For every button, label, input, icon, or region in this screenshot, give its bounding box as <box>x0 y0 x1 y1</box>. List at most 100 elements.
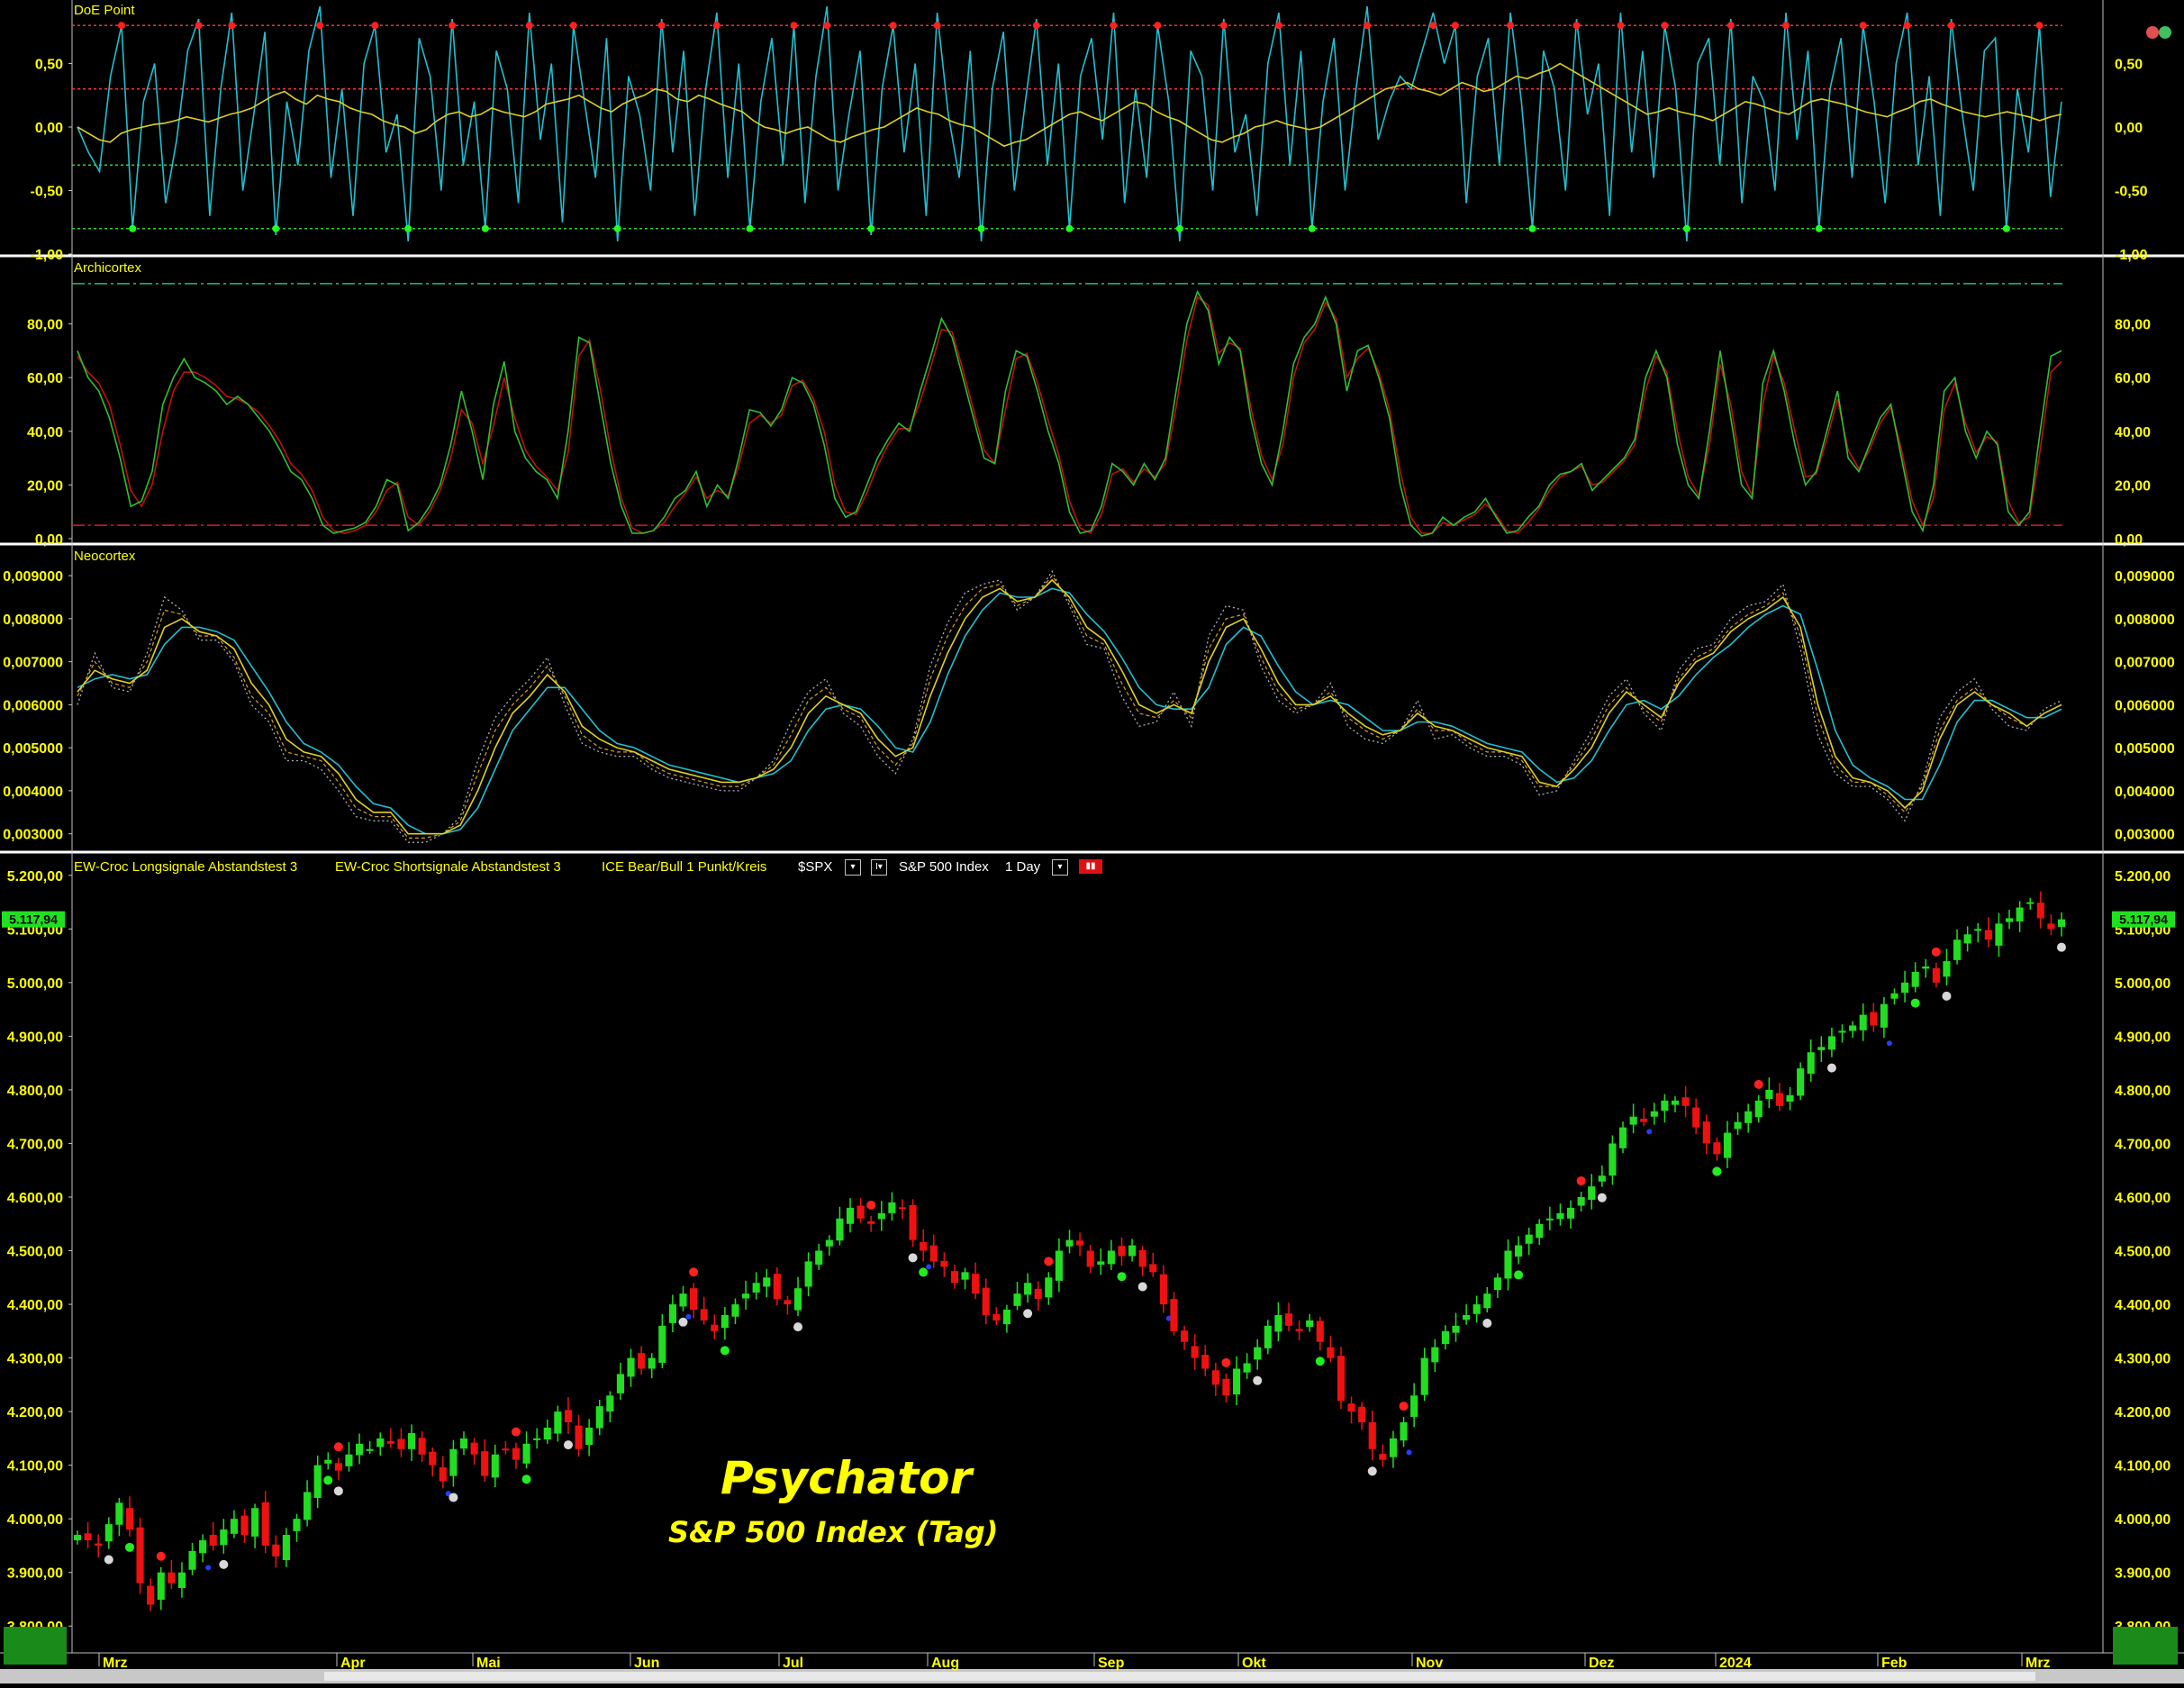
doe-top-marker <box>2035 22 2044 30</box>
candle-body <box>293 1519 301 1531</box>
candle-body <box>104 1524 113 1542</box>
scrollbar-thumb <box>324 1672 2035 1681</box>
candle-body <box>856 1205 865 1219</box>
candle-body <box>1483 1293 1491 1309</box>
candle-body <box>1775 1093 1784 1106</box>
interval-label[interactable]: 1 Day <box>1005 859 1041 875</box>
candle-body <box>168 1572 176 1584</box>
candle-body <box>1347 1403 1355 1412</box>
candle-body <box>177 1572 186 1588</box>
y-tick-label-right: 60,00 <box>2115 371 2151 386</box>
candle-body <box>658 1325 666 1363</box>
doe-top-marker <box>1363 22 1371 30</box>
candle-body <box>1922 967 1930 969</box>
candle-body <box>272 1544 280 1556</box>
candle-body <box>418 1438 426 1455</box>
doe-top-marker <box>1451 22 1459 30</box>
doe-bottom-marker <box>746 224 754 232</box>
doe-top-marker <box>228 22 236 30</box>
doe-bottom-marker <box>1175 224 1183 232</box>
candle-body <box>459 1438 468 1449</box>
croc-long-marker <box>919 1267 929 1277</box>
candle-body <box>982 1287 990 1315</box>
doe-bottom-marker <box>1065 224 1074 232</box>
neo-slow-line <box>77 587 2062 835</box>
candle-body <box>533 1438 541 1440</box>
candle-body <box>690 1288 698 1311</box>
doe-top-marker <box>525 22 533 30</box>
symbol-dropdown-button[interactable]: ▾ <box>845 859 861 876</box>
candle-body <box>815 1250 823 1266</box>
ice-bull-marker <box>1597 1193 1607 1202</box>
ice-bull-marker <box>1942 991 1952 1001</box>
candle-body <box>1932 967 1940 983</box>
candle-body <box>877 1212 885 1220</box>
candle-body <box>1337 1356 1346 1402</box>
candle-body <box>1473 1304 1481 1314</box>
candle-body <box>1995 923 2003 946</box>
alert-toggle-button[interactable]: ▮▮ <box>1079 859 1102 874</box>
ice-blue-dot <box>1406 1449 1412 1456</box>
doe-bottom-marker <box>129 224 137 232</box>
x-tick-label: Sep <box>1098 1656 1125 1671</box>
candle-body <box>324 1459 332 1464</box>
candle-body <box>1515 1245 1523 1257</box>
legend-short-signals[interactable]: EW-Croc Shortsignale Abstandstest 3 <box>335 859 561 875</box>
candle-body <box>1504 1250 1512 1279</box>
candle-body <box>554 1411 562 1434</box>
candle-body <box>1870 1012 1878 1026</box>
last-price-label-left: 5.117,94 <box>9 912 58 927</box>
croc-long-marker <box>1910 998 1920 1008</box>
symbol-label[interactable]: $SPX <box>798 859 833 875</box>
croc-long-marker <box>521 1475 531 1484</box>
neo-fast-line <box>77 575 2062 839</box>
ice-bull-marker <box>908 1253 918 1263</box>
candle-body <box>2047 923 2055 930</box>
candle-body <box>1786 1094 1794 1103</box>
doe-top-marker <box>569 22 577 30</box>
doe-bottom-marker <box>1815 224 1823 232</box>
candle-body <box>1389 1438 1397 1457</box>
y-tick-label-left: 0,007000 <box>3 656 63 671</box>
candle-body <box>313 1465 322 1498</box>
y-tick-label-left: 0,00 <box>35 532 63 548</box>
doe-bottom-marker <box>1682 224 1690 232</box>
candle-body <box>1963 934 1971 944</box>
y-tick-label-left: 4.700,00 <box>7 1137 63 1152</box>
volume-mini-left <box>4 1627 67 1665</box>
ice-blue-dot <box>205 1565 212 1571</box>
candle-body <box>950 1271 959 1284</box>
interval-dropdown-button[interactable]: ▾ <box>1052 859 1068 876</box>
candle-body <box>606 1395 614 1412</box>
candle-body <box>470 1442 478 1455</box>
symbol-options-button[interactable]: I▾ <box>871 859 887 876</box>
x-tick-label: Jun <box>634 1656 659 1671</box>
archi-main-line <box>77 289 2062 537</box>
croc-short-marker <box>156 1551 166 1561</box>
candle-body <box>1211 1370 1219 1385</box>
ice-bull-marker <box>449 1493 458 1502</box>
candle-body <box>846 1207 855 1224</box>
y-tick-label-right: 0,006000 <box>2115 698 2175 713</box>
candle-body <box>397 1438 405 1449</box>
candle-body <box>992 1313 1001 1320</box>
y-tick-label-left: 3.900,00 <box>7 1566 63 1582</box>
candle-body <box>1284 1313 1293 1326</box>
nav-forward-icon <box>2159 26 2171 39</box>
legend-long-signals[interactable]: EW-Croc Longsignale Abstandstest 3 <box>74 859 298 875</box>
doe-top-marker <box>1859 22 1867 30</box>
candle-body <box>2057 919 2066 927</box>
candle-body <box>1650 1111 1658 1117</box>
doe-bottom-marker <box>272 224 280 232</box>
candle-body <box>888 1202 896 1213</box>
candle-body <box>84 1533 92 1540</box>
croc-long-marker <box>1514 1270 1524 1280</box>
candle-body <box>1849 1025 1857 1031</box>
candle-body <box>1254 1347 1262 1360</box>
candle-body <box>940 1260 948 1267</box>
y-tick-label-right: 0,008000 <box>2115 613 2175 628</box>
candle-body <box>1107 1250 1115 1265</box>
legend-ice-bear-bull[interactable]: ICE Bear/Bull 1 Punkt/Kreis <box>602 859 767 875</box>
candle-body <box>407 1432 416 1449</box>
